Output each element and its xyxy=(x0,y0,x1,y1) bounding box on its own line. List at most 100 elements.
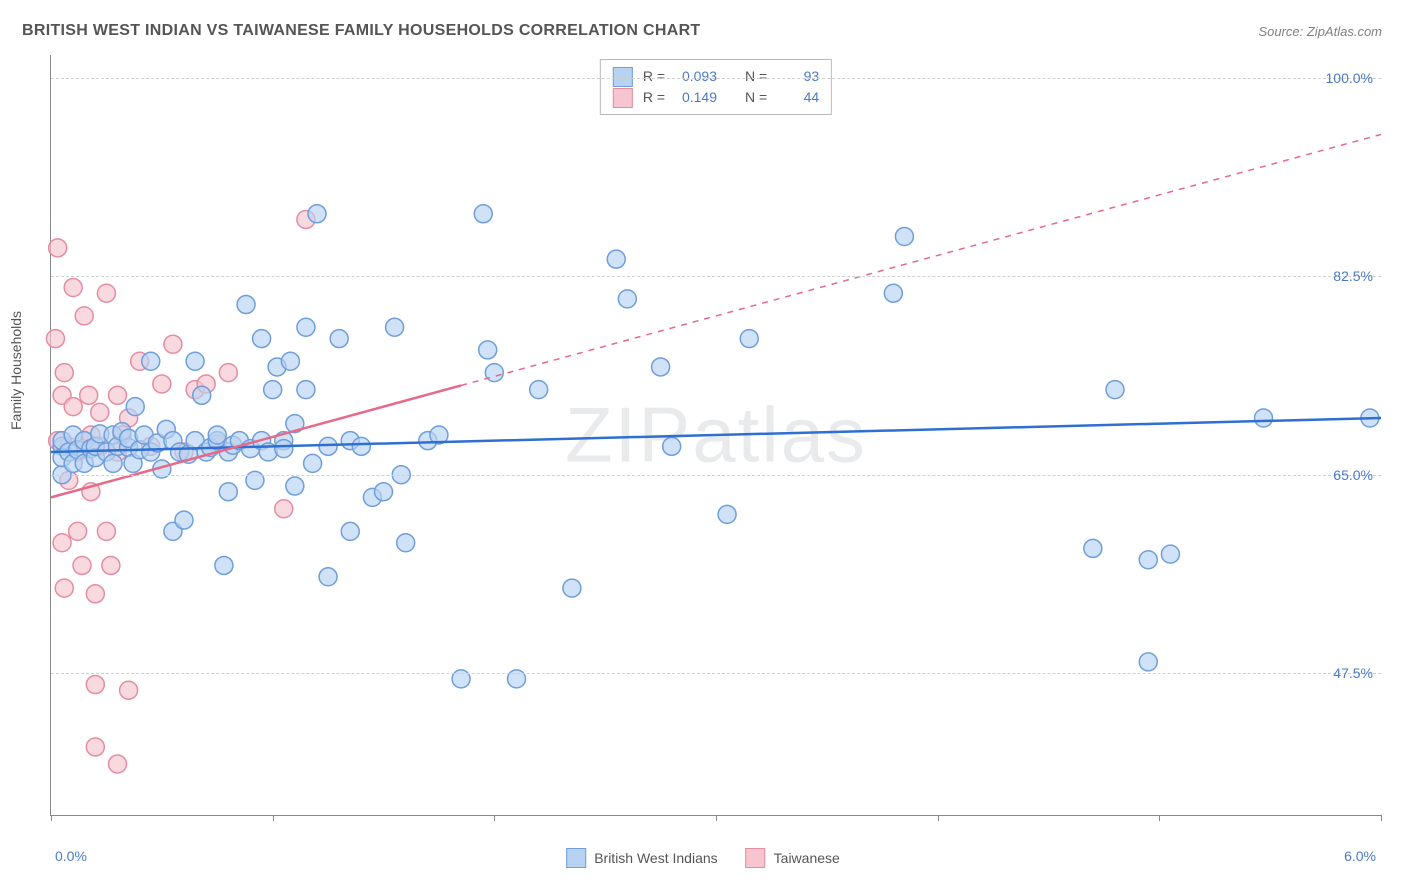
series-legend: British West Indians Taiwanese xyxy=(566,848,840,868)
data-point xyxy=(330,330,348,348)
data-point xyxy=(479,341,497,359)
x-tick xyxy=(51,815,52,821)
r-label: R = xyxy=(643,87,665,108)
gridline xyxy=(51,475,1381,476)
data-point xyxy=(618,290,636,308)
data-point xyxy=(1139,653,1157,671)
data-point xyxy=(740,330,758,348)
correlation-legend: R = 0.093 N = 93 R = 0.149 N = 44 xyxy=(600,59,832,115)
data-point xyxy=(208,426,226,444)
data-point xyxy=(75,307,93,325)
data-point xyxy=(55,579,73,597)
data-point xyxy=(530,381,548,399)
data-point xyxy=(142,352,160,370)
data-point xyxy=(80,386,98,404)
regression-line xyxy=(51,418,1381,452)
data-point xyxy=(53,534,71,552)
data-point xyxy=(97,522,115,540)
data-point xyxy=(264,381,282,399)
legend-swatch xyxy=(566,848,586,868)
chart-title: BRITISH WEST INDIAN VS TAIWANESE FAMILY … xyxy=(22,22,701,40)
data-point xyxy=(253,330,271,348)
data-point xyxy=(69,522,87,540)
data-point xyxy=(193,386,211,404)
data-point xyxy=(46,330,64,348)
data-point xyxy=(91,403,109,421)
data-point xyxy=(49,239,67,257)
x-tick xyxy=(1159,815,1160,821)
data-point xyxy=(297,318,315,336)
y-tick-label: 47.5% xyxy=(1333,665,1373,681)
data-point xyxy=(485,364,503,382)
data-point xyxy=(64,398,82,416)
legend-swatch-pink xyxy=(613,88,633,108)
data-point xyxy=(186,352,204,370)
data-point xyxy=(895,227,913,245)
regression-line-dashed xyxy=(461,134,1381,385)
plot-area: ZIPatlas R = 0.093 N = 93 R = 0.149 N = … xyxy=(50,55,1381,816)
data-point xyxy=(1139,551,1157,569)
n-label: N = xyxy=(745,87,767,108)
legend-swatch-blue xyxy=(613,67,633,87)
x-axis-min-label: 0.0% xyxy=(55,848,87,864)
data-point xyxy=(175,511,193,529)
data-point xyxy=(73,556,91,574)
data-point xyxy=(109,386,127,404)
data-point xyxy=(1161,545,1179,563)
data-point xyxy=(304,454,322,472)
data-point xyxy=(884,284,902,302)
r-legend-row-0: R = 0.093 N = 93 xyxy=(613,66,819,87)
data-point xyxy=(308,205,326,223)
data-point xyxy=(341,522,359,540)
x-tick xyxy=(716,815,717,821)
data-point xyxy=(1106,381,1124,399)
r-value: 0.093 xyxy=(675,66,717,87)
data-point xyxy=(120,681,138,699)
data-point xyxy=(352,437,370,455)
data-point xyxy=(86,676,104,694)
x-tick xyxy=(938,815,939,821)
legend-label: British West Indians xyxy=(594,850,717,866)
r-legend-row-1: R = 0.149 N = 44 xyxy=(613,87,819,108)
x-axis-max-label: 6.0% xyxy=(1344,848,1376,864)
data-point xyxy=(375,483,393,501)
y-tick-label: 100.0% xyxy=(1326,70,1373,86)
data-point xyxy=(164,335,182,353)
data-point xyxy=(1084,539,1102,557)
data-point xyxy=(275,440,293,458)
x-tick xyxy=(273,815,274,821)
data-point xyxy=(1255,409,1273,427)
data-point xyxy=(237,296,255,314)
data-point xyxy=(219,364,237,382)
data-point xyxy=(386,318,404,336)
data-point xyxy=(319,437,337,455)
data-point xyxy=(663,437,681,455)
legend-swatch xyxy=(746,848,766,868)
y-tick-label: 82.5% xyxy=(1333,268,1373,284)
gridline xyxy=(51,78,1381,79)
data-point xyxy=(86,738,104,756)
data-point xyxy=(397,534,415,552)
y-tick-label: 65.0% xyxy=(1333,467,1373,483)
scatter-chart xyxy=(51,55,1381,815)
data-point xyxy=(64,279,82,297)
legend-item-1: Taiwanese xyxy=(746,848,840,868)
data-point xyxy=(102,556,120,574)
n-label: N = xyxy=(745,66,767,87)
data-point xyxy=(109,755,127,773)
r-label: R = xyxy=(643,66,665,87)
data-point xyxy=(297,381,315,399)
data-point xyxy=(319,568,337,586)
r-value: 0.149 xyxy=(675,87,717,108)
data-point xyxy=(286,477,304,495)
data-point xyxy=(215,556,233,574)
data-point xyxy=(153,375,171,393)
data-point xyxy=(126,398,144,416)
gridline xyxy=(51,276,1381,277)
data-point xyxy=(104,454,122,472)
data-point xyxy=(474,205,492,223)
n-value: 93 xyxy=(777,66,819,87)
data-point xyxy=(275,500,293,518)
data-point xyxy=(55,364,73,382)
data-point xyxy=(718,505,736,523)
